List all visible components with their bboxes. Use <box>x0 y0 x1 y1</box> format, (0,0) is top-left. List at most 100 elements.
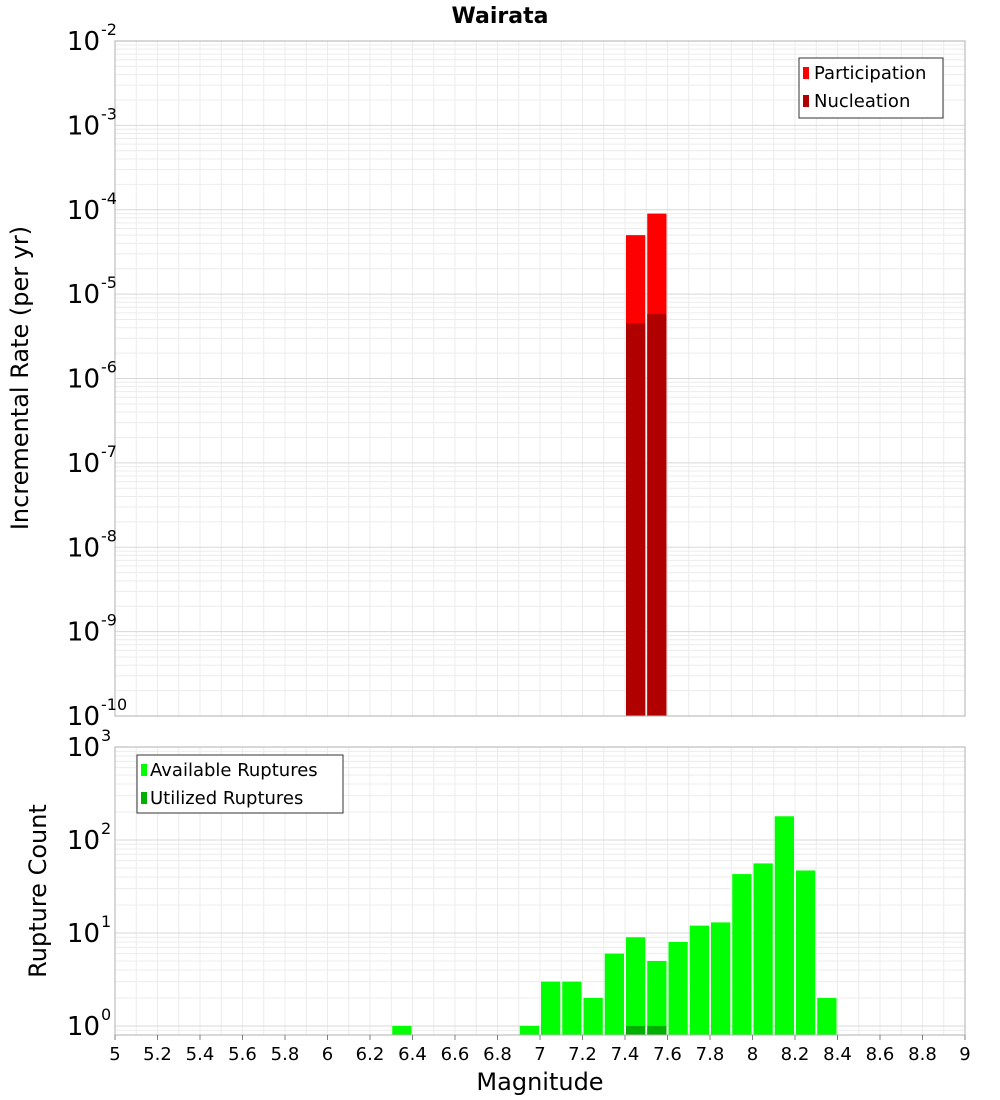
bar-available-ruptures <box>753 863 773 1035</box>
rate-legend-box <box>798 57 944 119</box>
bar-available-ruptures <box>583 997 603 1035</box>
x-tick-label: 5.6 <box>228 1044 257 1065</box>
chart-title: Wairata <box>452 4 549 29</box>
x-tick-label: 5.2 <box>143 1044 172 1065</box>
y-tick-exponent: 3 <box>101 726 111 745</box>
y-tick-base: 10 <box>67 702 100 732</box>
rate-plot-frame <box>114 40 966 717</box>
bar-available-ruptures <box>519 1025 539 1035</box>
rupture-plot-bars <box>392 816 837 1035</box>
y-tick-label: 10 0 <box>67 1005 111 1042</box>
x-tick-label: 8.6 <box>866 1044 895 1065</box>
bar-nucleation <box>647 314 667 716</box>
y-tick-base: 10 <box>67 449 100 479</box>
bar-available-ruptures <box>647 960 667 1035</box>
bar-available-ruptures <box>626 937 646 1035</box>
bar-available-ruptures <box>796 870 816 1035</box>
y-tick-base: 10 <box>67 618 100 648</box>
rate-y-axis-label: Incremental Rate (per yr) <box>6 226 34 530</box>
y-tick-label: 10 -6 <box>67 358 117 395</box>
bar-nucleation <box>626 323 646 716</box>
y-tick-exponent: -8 <box>101 526 117 545</box>
y-tick-base: 10 <box>67 111 100 141</box>
y-tick-exponent: -7 <box>101 442 117 461</box>
y-tick-exponent: -6 <box>101 358 117 377</box>
bar-available-ruptures <box>689 925 709 1035</box>
rate-legend: Participation Nucleation <box>798 57 944 119</box>
y-tick-label: 10 -7 <box>67 442 117 479</box>
y-tick-label: 10 -4 <box>67 189 117 226</box>
y-tick-base: 10 <box>67 1012 100 1042</box>
legend-label-participation: Participation <box>814 63 926 84</box>
y-tick-base: 10 <box>67 919 100 949</box>
legend-swatch-nucleation <box>803 95 809 107</box>
bar-available-ruptures <box>604 953 624 1035</box>
y-tick-exponent: -2 <box>101 20 117 39</box>
y-tick-exponent: 1 <box>101 912 111 931</box>
rate-plot-bars <box>626 213 667 717</box>
x-tick-label: 7.8 <box>696 1044 725 1065</box>
y-tick-label: 10 2 <box>67 819 111 856</box>
y-tick-base: 10 <box>67 533 100 563</box>
bar-available-ruptures <box>562 981 582 1035</box>
y-tick-label: 10 1 <box>67 912 111 949</box>
y-tick-label: 10 -5 <box>67 273 117 310</box>
x-tick-label: 9 <box>959 1044 970 1065</box>
rupture-legend-box <box>136 754 344 814</box>
y-tick-exponent: -10 <box>101 695 127 714</box>
y-tick-base: 10 <box>67 196 100 226</box>
x-tick-label: 6.4 <box>398 1044 427 1065</box>
x-tick-label: 6.6 <box>441 1044 470 1065</box>
legend-label-available-ruptures: Available Ruptures <box>150 760 318 781</box>
y-tick-exponent: -4 <box>101 189 117 208</box>
rupture-y-axis-label: Rupture Count <box>24 804 52 978</box>
legend-swatch-utilized-ruptures <box>141 792 147 804</box>
y-tick-base: 10 <box>67 826 100 856</box>
y-tick-label: 10 -2 <box>67 20 117 57</box>
x-tick-label: 5.4 <box>186 1044 215 1065</box>
bar-available-ruptures <box>541 981 561 1035</box>
x-tick-label: 7.2 <box>568 1044 597 1065</box>
y-tick-base: 10 <box>67 733 100 763</box>
bar-available-ruptures <box>732 874 752 1035</box>
bar-utilized-ruptures <box>647 1025 667 1035</box>
rate-plot-grid <box>115 40 965 717</box>
y-tick-label: 10 -10 <box>67 695 127 732</box>
y-tick-label: 10 3 <box>67 726 111 763</box>
bar-available-ruptures <box>668 942 688 1035</box>
bar-utilized-ruptures <box>626 1025 646 1035</box>
y-tick-exponent: -5 <box>101 273 117 292</box>
y-tick-label: 10 -9 <box>67 611 117 648</box>
x-tick-label: 8.2 <box>781 1044 810 1065</box>
y-tick-exponent: -3 <box>101 104 117 123</box>
bar-available-ruptures <box>711 922 731 1035</box>
x-tick-label: 8.4 <box>823 1044 852 1065</box>
y-tick-base: 10 <box>67 365 100 395</box>
legend-swatch-available-ruptures <box>141 764 147 776</box>
x-tick-label: 6.2 <box>356 1044 385 1065</box>
x-tick-label: 5.8 <box>271 1044 300 1065</box>
y-tick-label: 10 -3 <box>67 104 117 141</box>
legend-swatch-participation <box>803 67 809 79</box>
x-tick-label: 8 <box>747 1044 758 1065</box>
magnitude-x-ticks: 5 5.2 5.4 5.6 5.8 6 6.2 6.4 6.6 6.8 7 7.2 7.4 7.6 7.8 8… <box>109 1035 971 1065</box>
x-tick-label: 8.8 <box>908 1044 937 1065</box>
bar-available-ruptures <box>817 997 837 1035</box>
y-tick-exponent: 0 <box>101 1005 111 1024</box>
x-tick-label: 7.6 <box>653 1044 682 1065</box>
x-tick-label: 5 <box>109 1044 120 1065</box>
rupture-legend: Available Ruptures Utilized Ruptures <box>136 754 344 814</box>
x-tick-label: 6 <box>322 1044 333 1065</box>
y-tick-label: 10 -8 <box>67 526 117 563</box>
x-tick-label: 7.4 <box>611 1044 640 1065</box>
bar-available-ruptures <box>774 816 794 1035</box>
magnitude-x-axis-label: Magnitude <box>476 1068 603 1096</box>
legend-label-nucleation: Nucleation <box>814 91 910 112</box>
x-tick-label: 6.8 <box>483 1044 512 1065</box>
y-tick-base: 10 <box>67 280 100 310</box>
